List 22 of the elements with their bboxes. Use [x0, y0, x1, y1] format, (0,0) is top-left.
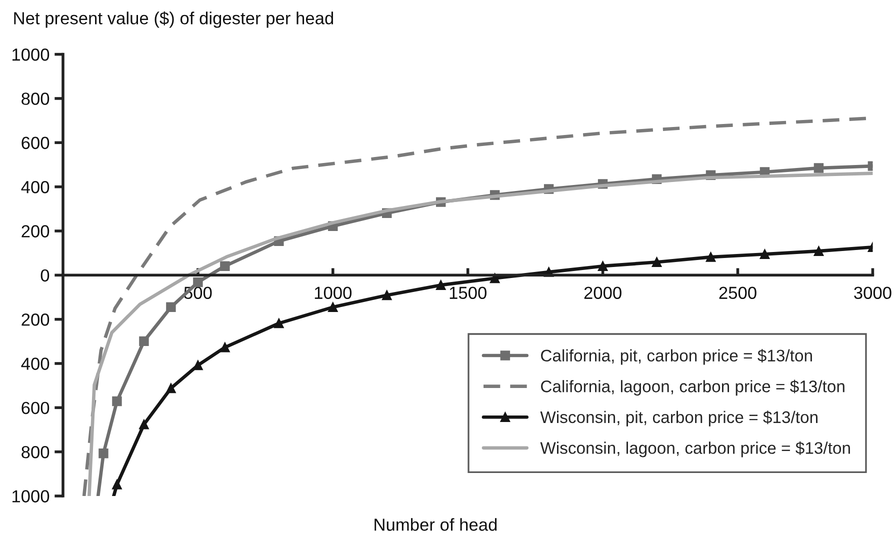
y-tick-label: 400: [21, 358, 50, 370]
y-tick-label: 200: [22, 313, 50, 326]
y-tick-label: 800: [22, 446, 50, 458]
x-tick-label: 1500: [450, 286, 486, 300]
y-tick-label: 1000: [12, 490, 50, 502]
legend-label: Wisconsin, lagoon, carbon price = $13/ton: [540, 441, 850, 458]
legend-label: California, lagoon, carbon price = $13/ton: [541, 380, 844, 396]
x-tick-label: 3000: [854, 286, 892, 300]
y-tick-label: 1000: [12, 48, 50, 61]
x-tick-label: 1000: [314, 286, 352, 300]
y-tick-label: 600: [22, 402, 50, 414]
y-tick-label: 0: [40, 269, 50, 282]
legend-label: California, pit, carbon price = $13/ton: [541, 349, 812, 365]
y-tick-label: 800: [22, 92, 50, 105]
x-tick-label: 2500: [719, 286, 756, 300]
y-tick-label: 400: [21, 180, 50, 194]
y-tick-label: 600: [22, 136, 50, 150]
legend-label: Wisconsin, pit, carbon price = $13/ton: [540, 410, 818, 426]
x-axis-title: Number of head: [374, 518, 497, 531]
y-axis-title: Net present value ($) of digester per head: [14, 11, 334, 28]
x-tick-label: 2000: [584, 286, 622, 300]
y-tick-label: 200: [22, 225, 50, 238]
